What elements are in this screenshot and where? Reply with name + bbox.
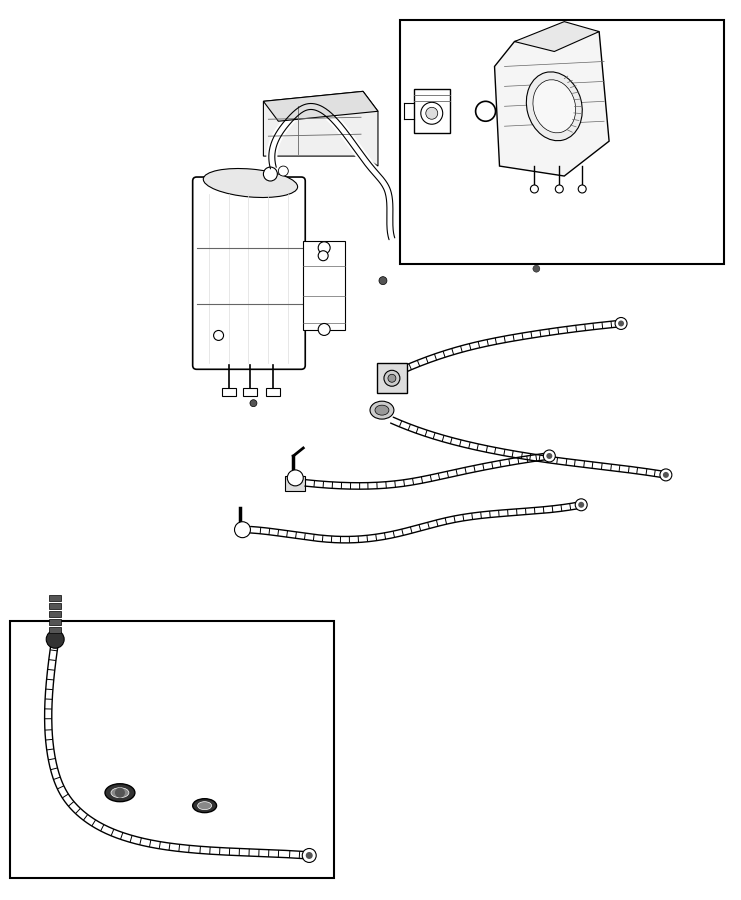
Circle shape: [531, 185, 539, 193]
Circle shape: [306, 852, 313, 859]
Circle shape: [426, 107, 438, 119]
Bar: [285, 476, 305, 491]
Circle shape: [263, 167, 277, 181]
Circle shape: [578, 502, 584, 508]
Circle shape: [663, 472, 669, 478]
Ellipse shape: [193, 798, 216, 813]
Bar: [49, 611, 62, 617]
Polygon shape: [514, 22, 599, 51]
Circle shape: [46, 630, 64, 648]
Circle shape: [379, 276, 387, 284]
Bar: [303, 241, 345, 330]
Polygon shape: [263, 91, 378, 166]
Circle shape: [115, 788, 125, 797]
Circle shape: [618, 320, 624, 327]
Circle shape: [318, 251, 328, 261]
Circle shape: [533, 266, 540, 272]
Circle shape: [318, 242, 330, 254]
Ellipse shape: [198, 802, 212, 810]
Circle shape: [288, 470, 303, 486]
Ellipse shape: [375, 405, 389, 415]
Bar: [49, 619, 62, 625]
Polygon shape: [494, 32, 609, 176]
Circle shape: [234, 522, 250, 537]
Bar: [400, 20, 724, 264]
Circle shape: [578, 185, 586, 193]
Ellipse shape: [526, 72, 582, 140]
Circle shape: [384, 370, 400, 386]
Bar: [413, 89, 450, 133]
Circle shape: [318, 323, 330, 336]
FancyBboxPatch shape: [193, 177, 305, 369]
Circle shape: [555, 185, 563, 193]
Circle shape: [615, 318, 627, 329]
Ellipse shape: [105, 784, 135, 802]
Ellipse shape: [370, 401, 394, 419]
Ellipse shape: [203, 168, 298, 197]
Circle shape: [421, 103, 442, 124]
Circle shape: [476, 102, 496, 122]
Bar: [49, 596, 62, 601]
Ellipse shape: [111, 788, 129, 797]
Circle shape: [250, 400, 257, 407]
Circle shape: [279, 166, 288, 176]
Bar: [49, 627, 62, 634]
Circle shape: [543, 450, 555, 462]
Circle shape: [575, 499, 587, 511]
Bar: [49, 603, 62, 609]
Bar: [244, 388, 257, 396]
Ellipse shape: [533, 80, 576, 133]
Polygon shape: [263, 91, 378, 122]
Circle shape: [546, 453, 552, 459]
Bar: [222, 388, 236, 396]
Circle shape: [302, 849, 316, 862]
Circle shape: [213, 330, 224, 340]
Bar: [10, 621, 334, 878]
Circle shape: [660, 469, 672, 481]
Bar: [267, 388, 280, 396]
Circle shape: [388, 374, 396, 382]
Bar: [377, 364, 407, 393]
